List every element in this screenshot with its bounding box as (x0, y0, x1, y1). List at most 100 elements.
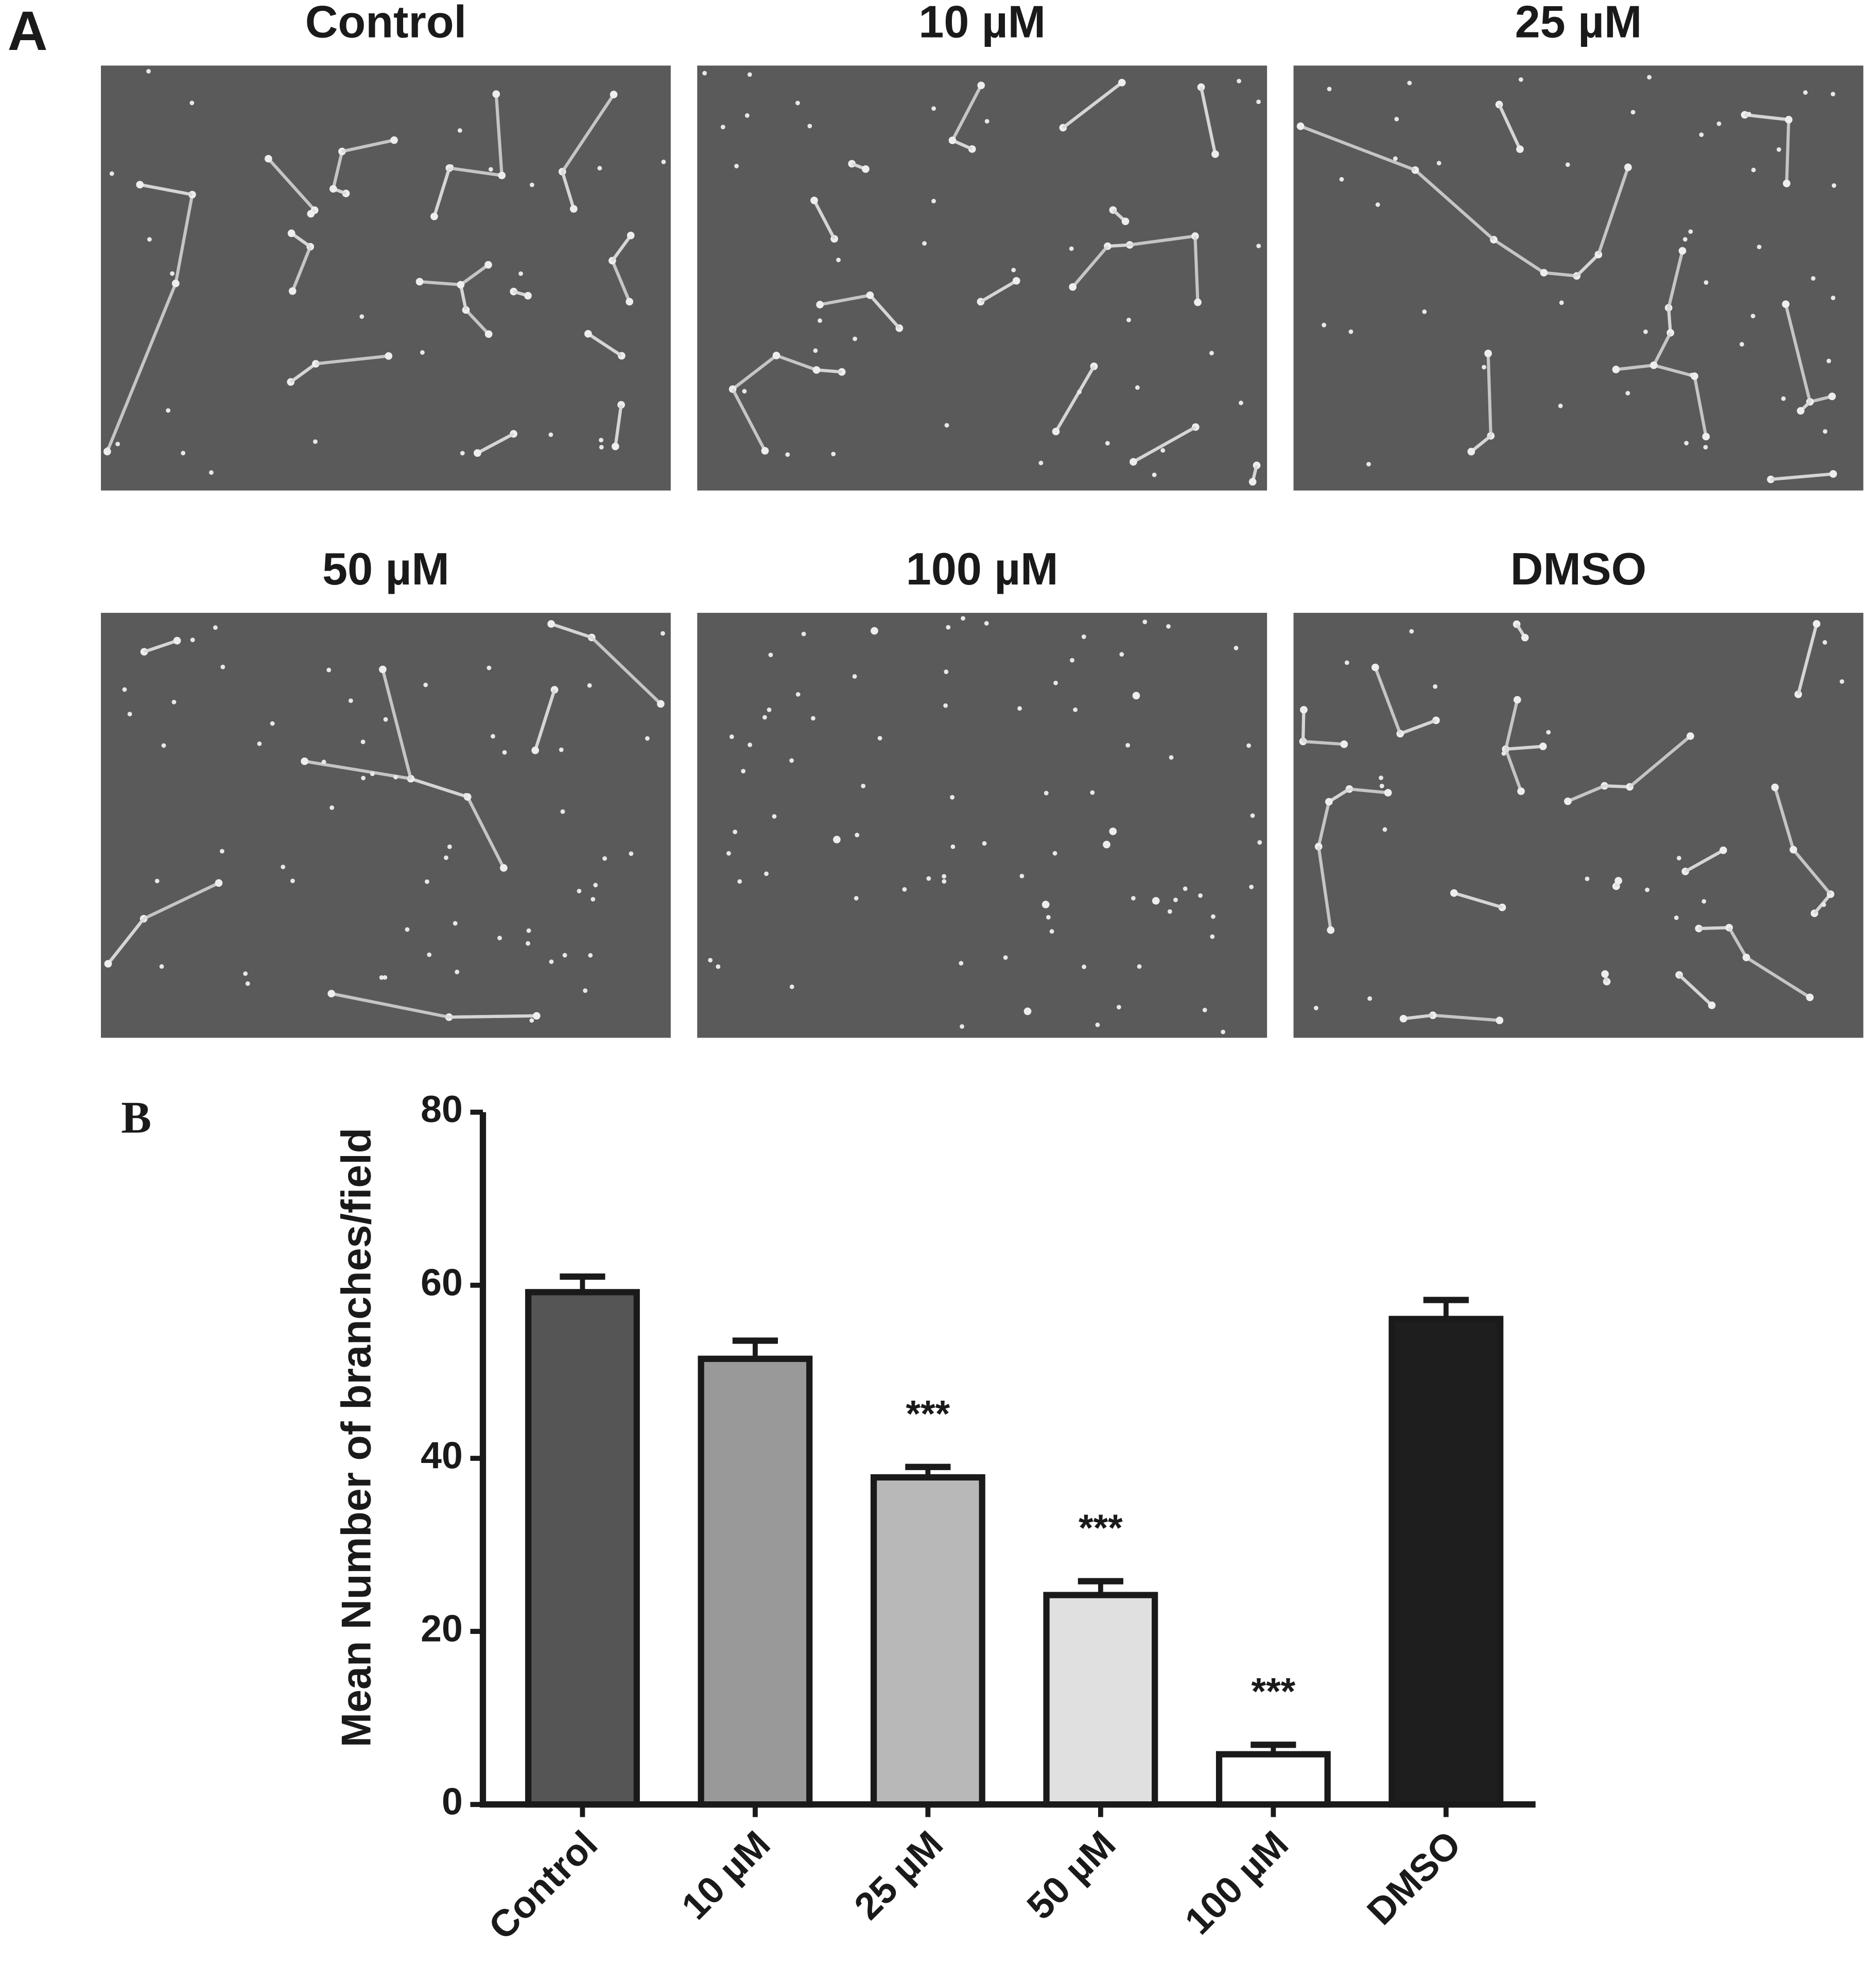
image-title: 50 µM (322, 543, 449, 594)
cell-network (1349, 787, 1388, 795)
cell (1703, 445, 1708, 450)
cell (577, 889, 582, 893)
cell-network (1596, 166, 1630, 255)
y-tick-label: 40 (421, 1434, 463, 1476)
cell-cluster (492, 90, 500, 98)
cell (549, 959, 554, 964)
cell (1348, 329, 1353, 334)
cell-network (1792, 849, 1832, 895)
cell (1173, 898, 1178, 902)
cell-network (140, 183, 193, 196)
cell (768, 652, 773, 658)
cell-network (1132, 425, 1196, 463)
cell-cluster (612, 442, 619, 451)
cell (1831, 92, 1835, 97)
cell-network (291, 246, 312, 292)
cell (1249, 884, 1254, 889)
cell-cluster (500, 864, 508, 872)
cell-cluster (484, 261, 492, 269)
cell (455, 970, 460, 974)
cell-network (1653, 364, 1695, 378)
cell (1209, 351, 1214, 356)
cell-cluster (1300, 706, 1308, 714)
cell (181, 451, 186, 456)
cell (457, 128, 462, 133)
cell-cluster (626, 298, 634, 306)
cell-cluster (1327, 926, 1335, 934)
cell-network (466, 796, 506, 869)
cell (109, 171, 114, 176)
cell (497, 936, 502, 940)
cell-network (1773, 787, 1795, 850)
cell (861, 784, 866, 788)
significance-label: *** (1079, 1506, 1123, 1549)
cell-cluster (1828, 392, 1836, 401)
cell-cluster (1678, 247, 1687, 255)
cell-cluster (1467, 447, 1475, 456)
cell-cluster (430, 212, 438, 220)
cell-cluster (1790, 846, 1797, 854)
cell-network (1770, 472, 1834, 481)
cell (720, 125, 725, 130)
cell (599, 445, 604, 450)
cell (1256, 99, 1261, 105)
cell-network (1505, 745, 1543, 751)
cell-cluster (1450, 889, 1458, 897)
cell (243, 971, 248, 976)
cell-cluster (1719, 846, 1727, 854)
cell (1811, 276, 1816, 281)
cell-cluster (1513, 696, 1521, 704)
cell-cluster (1612, 366, 1620, 373)
bar (1388, 1316, 1504, 1808)
cell-network (1567, 784, 1605, 803)
cell-cluster (1371, 663, 1379, 671)
cell (1647, 75, 1652, 80)
cell-network (731, 388, 767, 452)
cell-network (1667, 307, 1672, 333)
cell (942, 879, 947, 884)
cell (219, 849, 224, 854)
cell-network (267, 158, 316, 212)
cell-network (1604, 784, 1630, 789)
cell-cluster (1399, 1014, 1408, 1023)
cell (1751, 167, 1756, 173)
cell (950, 844, 956, 849)
x-tick-label: 25 µM (846, 1822, 951, 1927)
cell (813, 348, 818, 353)
cell-network (449, 1014, 537, 1019)
cell-network (590, 636, 662, 705)
cell (321, 760, 326, 765)
cell (257, 741, 262, 746)
cell (526, 928, 531, 933)
cell-network (1796, 623, 1818, 695)
cell-network (174, 194, 194, 284)
cell (747, 72, 752, 77)
cell (855, 833, 860, 837)
cell (852, 674, 857, 679)
cell (360, 739, 366, 745)
significance-label: *** (1251, 1670, 1295, 1713)
cell (943, 703, 948, 708)
cell (171, 699, 177, 704)
cell (1183, 886, 1188, 891)
cell-network (464, 308, 490, 335)
cell-cluster (866, 291, 874, 299)
cell-network (290, 232, 311, 248)
cell-cluster (584, 330, 592, 338)
cell (950, 795, 955, 800)
cell-cluster (457, 281, 465, 289)
cell (1482, 365, 1486, 370)
cell (1394, 116, 1399, 122)
cell-network (106, 283, 178, 453)
cell-cluster (862, 165, 870, 173)
cell (789, 984, 794, 989)
cell-cluster (1118, 79, 1126, 87)
cell-cluster (136, 181, 144, 188)
cell (1701, 899, 1707, 904)
cell (944, 669, 949, 674)
cell (1046, 915, 1051, 920)
cell (1073, 707, 1078, 712)
cell (1011, 267, 1016, 272)
cell (1003, 955, 1008, 960)
cell (1019, 873, 1024, 878)
